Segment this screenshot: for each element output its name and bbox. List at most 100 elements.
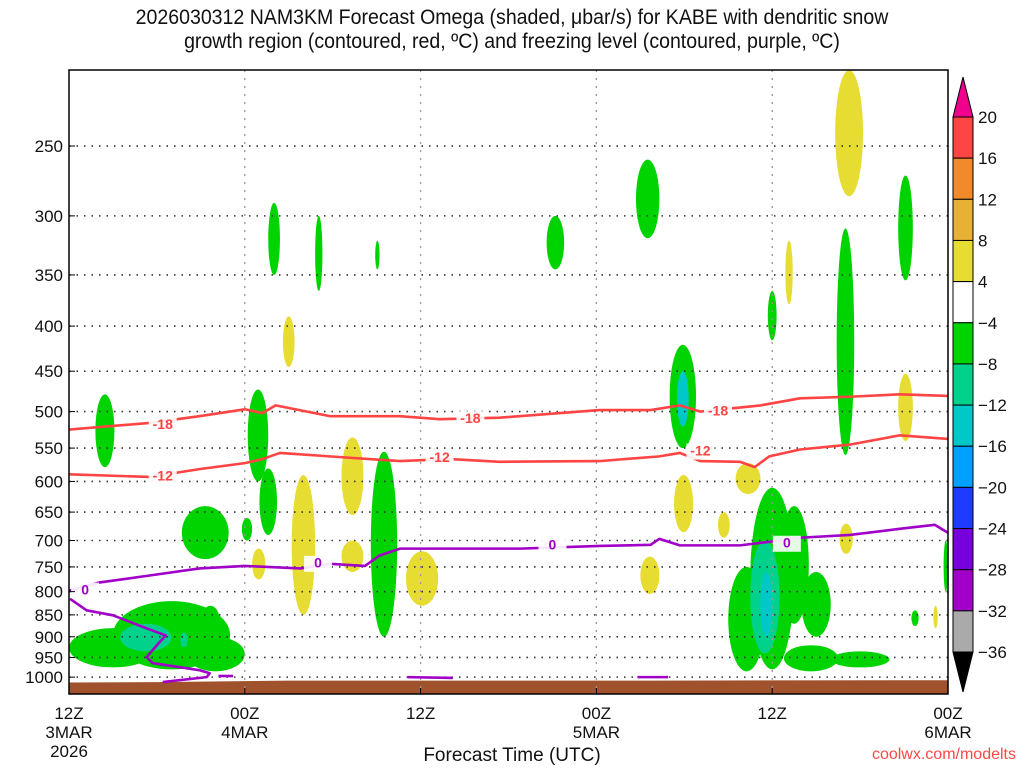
downward-omega-region bbox=[911, 610, 919, 626]
x-tick-label: 00Z bbox=[582, 704, 611, 723]
contours: -18 -18 -18 -12 -12 -12 0 0 0 0 bbox=[69, 393, 948, 684]
upward-omega-region bbox=[640, 556, 660, 595]
ground bbox=[69, 680, 948, 694]
colorbar-label: −28 bbox=[978, 561, 1007, 580]
contour-line-minus12 bbox=[69, 434, 948, 479]
downward-omega-region bbox=[181, 506, 229, 560]
x-tick-label: 00Z bbox=[933, 704, 962, 723]
x-tick-label: 2026 bbox=[50, 742, 88, 761]
downward-omega-region bbox=[943, 540, 948, 592]
colorbar-label: 4 bbox=[978, 273, 987, 292]
colorbar-label: 16 bbox=[978, 149, 997, 168]
contour-line-0 bbox=[407, 675, 453, 680]
x-tick-label: 4MAR bbox=[221, 723, 268, 742]
y-tick-label: 600 bbox=[35, 472, 63, 491]
x-axis-label: Forecast Time (UTC) bbox=[423, 745, 601, 766]
x-tick-label: 12Z bbox=[54, 704, 83, 723]
downward-omega-region bbox=[801, 571, 831, 637]
x-tick-label: 3MAR bbox=[45, 723, 92, 742]
downward-omega-region bbox=[180, 632, 188, 648]
contour-label: -18 bbox=[460, 410, 480, 426]
upward-omega-region bbox=[839, 523, 853, 554]
colorbar-label: −24 bbox=[978, 520, 1007, 539]
colorbar-swatch bbox=[952, 281, 974, 324]
colorbar-label: 8 bbox=[978, 231, 987, 250]
colorbar-over-triangle bbox=[952, 76, 974, 118]
contour-line-minus18 bbox=[69, 393, 948, 431]
contour-label-bg bbox=[772, 535, 801, 552]
colorbar-swatch bbox=[952, 157, 974, 200]
contour-line-0 bbox=[69, 597, 211, 684]
downward-omega-region bbox=[783, 645, 839, 672]
contour-label: 0 bbox=[81, 581, 89, 597]
colorbar-swatch bbox=[952, 445, 974, 488]
colorbar-label: −20 bbox=[978, 478, 1007, 497]
colorbar: 20 16 12 8 4 −4 −8 −12 −16 −20 −24 −28 −32 −36 bbox=[952, 76, 1007, 693]
contour-line-0 bbox=[69, 523, 948, 592]
downward-omega-region bbox=[779, 506, 809, 624]
downward-omega-region bbox=[95, 394, 115, 468]
colorbar-swatch bbox=[952, 322, 974, 365]
y-tick-label: 550 bbox=[35, 439, 63, 458]
y-tick-label: 950 bbox=[35, 648, 63, 667]
y-tick-label: 900 bbox=[35, 628, 63, 647]
contour-label: -12 bbox=[430, 449, 450, 465]
colorbar-swatch bbox=[952, 404, 974, 447]
colorbar-swatch bbox=[952, 198, 974, 241]
y-tick-label: 450 bbox=[35, 362, 63, 381]
upward-omega-region bbox=[282, 316, 295, 367]
downward-omega-region bbox=[760, 571, 773, 637]
contour-label-bg bbox=[71, 582, 100, 599]
downward-omega-region bbox=[898, 175, 913, 281]
contour-label: -18 bbox=[708, 402, 728, 418]
upward-omega-region bbox=[933, 605, 938, 629]
omega-shading bbox=[69, 70, 948, 672]
y-tick-label: 300 bbox=[35, 207, 63, 226]
colorbar-label: −16 bbox=[978, 437, 1007, 456]
colorbar-swatch bbox=[952, 486, 974, 530]
colorbar-swatch bbox=[952, 610, 974, 653]
colorbar-swatch bbox=[952, 239, 974, 283]
y-tick-label: 700 bbox=[35, 531, 63, 550]
colorbar-swatch bbox=[952, 528, 974, 571]
downward-omega-region bbox=[186, 636, 245, 672]
chart-title: 2026030312 NAM3KM Forecast Omega (shaded… bbox=[36, 6, 988, 54]
downward-omega-region bbox=[830, 651, 890, 668]
upward-omega-region bbox=[252, 548, 266, 580]
upward-omega-region bbox=[405, 551, 439, 606]
x-tick-label: 12Z bbox=[758, 704, 787, 723]
y-tick-label: 350 bbox=[35, 266, 63, 285]
y-tick-label: 400 bbox=[35, 317, 63, 336]
contour-label: -18 bbox=[153, 416, 173, 432]
contour-label-bg bbox=[703, 403, 732, 420]
contour-label-bg bbox=[148, 417, 177, 434]
x-tick-label: 5MAR bbox=[573, 723, 620, 742]
title-line-2: growth region (contoured, red, ºC) and f… bbox=[184, 30, 840, 53]
downward-omega-region bbox=[767, 291, 777, 341]
downward-omega-region bbox=[247, 389, 269, 482]
upward-omega-region bbox=[735, 463, 761, 494]
colorbar-swatch bbox=[952, 363, 974, 406]
y-tick-label: 500 bbox=[35, 403, 63, 422]
x-tick-label: 00Z bbox=[230, 704, 259, 723]
colorbar-label: −4 bbox=[978, 314, 997, 333]
downward-omega-region bbox=[241, 517, 253, 541]
upward-omega-region bbox=[341, 540, 364, 572]
downward-omega-region bbox=[375, 240, 380, 270]
contour-label: 0 bbox=[783, 534, 791, 550]
y-tick-label: 800 bbox=[35, 583, 63, 602]
upward-omega-region bbox=[674, 474, 694, 533]
downward-omega-region bbox=[635, 159, 660, 239]
upward-omega-region bbox=[291, 474, 316, 615]
contour-label: -12 bbox=[690, 442, 710, 458]
downward-omega-region bbox=[268, 202, 280, 275]
grid bbox=[69, 70, 948, 694]
colorbar-label: −32 bbox=[978, 602, 1007, 621]
colorbar-label: 12 bbox=[978, 190, 997, 209]
contour-label: 0 bbox=[314, 555, 322, 571]
credit-link[interactable]: coolwx.com/modelts bbox=[871, 746, 1016, 763]
plot-frame bbox=[68, 69, 949, 695]
upward-omega-region bbox=[785, 240, 793, 305]
x-tick-label: 12Z bbox=[406, 704, 435, 723]
contour-label: 0 bbox=[549, 537, 557, 553]
